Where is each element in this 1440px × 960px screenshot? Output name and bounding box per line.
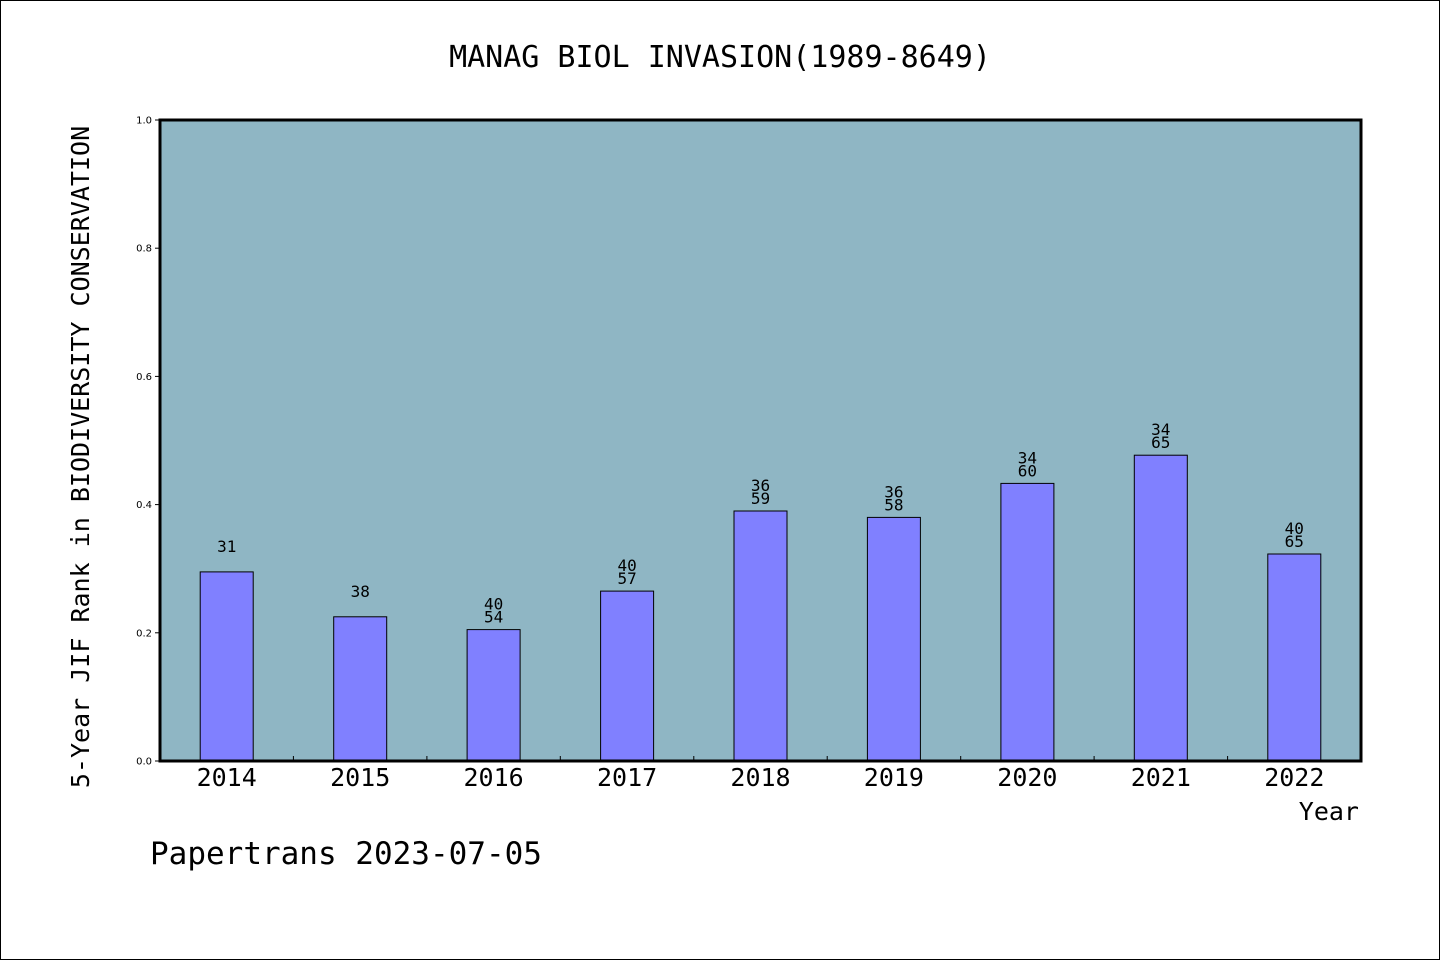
bar-data-label-2021-2: 65	[1151, 433, 1170, 452]
y-tick-label-0.6: 0.6	[136, 372, 152, 383]
x-tick-label-2020: 2020	[997, 763, 1057, 792]
bar-data-label-2020-1: 34	[1018, 448, 1037, 467]
footer-text: Papertrans 2023-07-05	[150, 836, 542, 872]
bar-data-label-2017-1: 40	[617, 556, 636, 575]
bar-2016	[466, 629, 521, 762]
y-tick-label-1.0: 1.0	[136, 116, 152, 127]
bar-data-label-2014-1: 31	[217, 537, 236, 556]
bar-2018	[733, 510, 788, 762]
bar-data-label-2016-1: 40	[484, 595, 503, 614]
bar-data-label-2022-1: 40	[1285, 519, 1304, 538]
bar-2019	[866, 516, 921, 762]
bars-group	[199, 454, 1322, 762]
y-axis-ticks: 0.0 0.2 0.4 0.6 0.8 1.0	[136, 116, 160, 768]
bar-2015	[333, 616, 388, 762]
x-axis-ticks: 2014 2015 2016 2017 2018 2019 2020 2021 2022	[197, 756, 1324, 792]
x-tick-label-2018: 2018	[730, 763, 790, 792]
chart-title: MANAG BIOL INVASION(1989-8649)	[449, 40, 991, 75]
x-tick-label-2019: 2019	[864, 763, 924, 792]
bar-data-label-2020-2: 60	[1018, 461, 1037, 480]
x-tick-label-2021: 2021	[1131, 763, 1191, 792]
x-axis-label: Year	[1299, 797, 1359, 826]
y-tick-label-0.0: 0.0	[136, 757, 152, 768]
x-tick-label-2017: 2017	[597, 763, 657, 792]
bar-2022	[1267, 553, 1322, 762]
bar-2021	[1133, 454, 1188, 762]
y-tick-label-0.8: 0.8	[136, 244, 152, 255]
bar-data-label-2015-1: 38	[351, 582, 370, 601]
bar-data-label-2017-2: 57	[617, 569, 636, 588]
plot-frame	[158, 118, 1363, 763]
y-tick-label-0.4: 0.4	[136, 500, 152, 511]
bar-data-label-2018-2: 59	[751, 489, 770, 508]
x-tick-label-2022: 2022	[1264, 763, 1324, 792]
bar-data-label-2016-2: 54	[484, 608, 503, 627]
bar-2014	[199, 571, 254, 762]
bar-2020	[1000, 482, 1055, 762]
x-tick-label-2015: 2015	[330, 763, 390, 792]
bar-data-label-2021-1: 34	[1151, 420, 1170, 439]
bar-data-label-2018-1: 36	[751, 476, 770, 495]
y-axis-label: 5-Year JIF Rank in BIODIVERSITY CONSERVA…	[66, 126, 95, 788]
y-tick-label-0.2: 0.2	[136, 628, 152, 639]
bar-data-label-2019-1: 36	[884, 482, 903, 501]
x-tick-label-2016: 2016	[463, 763, 523, 792]
bar-data-label-2022-2: 65	[1285, 532, 1304, 551]
x-tick-label-2014: 2014	[197, 763, 257, 792]
bar-data-label-2019-2: 58	[884, 495, 903, 514]
bar-2017	[600, 590, 655, 762]
